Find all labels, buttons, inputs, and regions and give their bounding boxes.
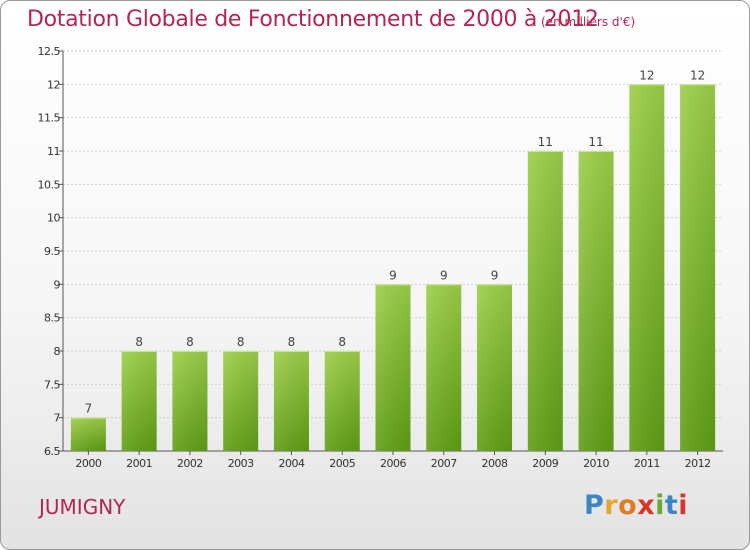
bar-shade bbox=[477, 284, 513, 451]
data-label: 12 bbox=[690, 68, 705, 82]
bar-shade bbox=[426, 284, 462, 451]
bar-shade bbox=[223, 351, 259, 451]
x-tick-label: 2004 bbox=[278, 457, 304, 470]
bar-shade bbox=[375, 284, 411, 451]
bar-shade bbox=[172, 351, 208, 451]
x-tick-label: 2003 bbox=[228, 457, 254, 470]
data-label: 9 bbox=[389, 268, 397, 282]
data-label: 8 bbox=[186, 335, 194, 349]
bar-shade bbox=[273, 351, 309, 451]
y-tick-label: 10.5 bbox=[38, 178, 61, 191]
bar-shade bbox=[70, 417, 106, 451]
y-tick-label: 6.5 bbox=[44, 445, 60, 458]
bar-shade bbox=[121, 351, 157, 451]
y-tick-label: 12.5 bbox=[38, 45, 61, 58]
x-tick-label: 2001 bbox=[126, 457, 152, 470]
y-tick-label: 12 bbox=[47, 78, 60, 91]
data-label: 9 bbox=[440, 268, 448, 282]
bar-shade bbox=[527, 151, 563, 451]
y-tick-label: 8 bbox=[54, 345, 61, 358]
x-tick-label: 2002 bbox=[177, 457, 203, 470]
y-tick-label: 10 bbox=[47, 212, 60, 225]
data-label: 8 bbox=[135, 335, 143, 349]
bars bbox=[70, 84, 716, 451]
x-tick-label: 2011 bbox=[634, 457, 660, 470]
y-tick-label: 8.5 bbox=[44, 312, 60, 325]
y-tick-label: 9 bbox=[54, 278, 61, 291]
data-labels: 7 8 8 8 8 8 9 9 9 11 11 12 12 bbox=[85, 68, 706, 415]
data-label: 12 bbox=[639, 68, 654, 82]
x-tick-label: 2007 bbox=[431, 457, 457, 470]
data-label: 8 bbox=[237, 335, 245, 349]
proxiti-logo: Proxiti bbox=[584, 490, 689, 521]
x-tick-label: 2008 bbox=[482, 457, 508, 470]
y-tick-label: 11 bbox=[47, 145, 60, 158]
commune-name: JUMIGNY bbox=[39, 495, 126, 519]
x-tick-label: 2005 bbox=[329, 457, 355, 470]
data-label: 9 bbox=[491, 268, 499, 282]
x-tick-label: 2000 bbox=[75, 457, 101, 470]
chart-title: Dotation Globale de Fonctionnement de 20… bbox=[27, 7, 599, 32]
data-label: 7 bbox=[85, 402, 93, 416]
y-tick-label: 7.5 bbox=[44, 378, 60, 391]
y-tick-label: 7 bbox=[54, 412, 61, 425]
x-tick-label: 2006 bbox=[380, 457, 406, 470]
data-label: 11 bbox=[538, 135, 553, 149]
chart-subtitle: (en milliers d'€) bbox=[541, 15, 636, 29]
bar-shade bbox=[680, 84, 716, 451]
data-label: 8 bbox=[338, 335, 346, 349]
data-label: 11 bbox=[588, 135, 603, 149]
bar-shade bbox=[578, 151, 614, 451]
bar-shade bbox=[629, 84, 665, 451]
y-tick-label: 9.5 bbox=[44, 245, 60, 258]
data-label: 8 bbox=[288, 335, 296, 349]
x-tick-label: 2009 bbox=[532, 457, 558, 470]
bar-shade bbox=[324, 351, 360, 451]
x-tick-label: 2010 bbox=[583, 457, 609, 470]
y-tick-label: 11.5 bbox=[38, 112, 61, 125]
x-tick-label: 2012 bbox=[685, 457, 711, 470]
